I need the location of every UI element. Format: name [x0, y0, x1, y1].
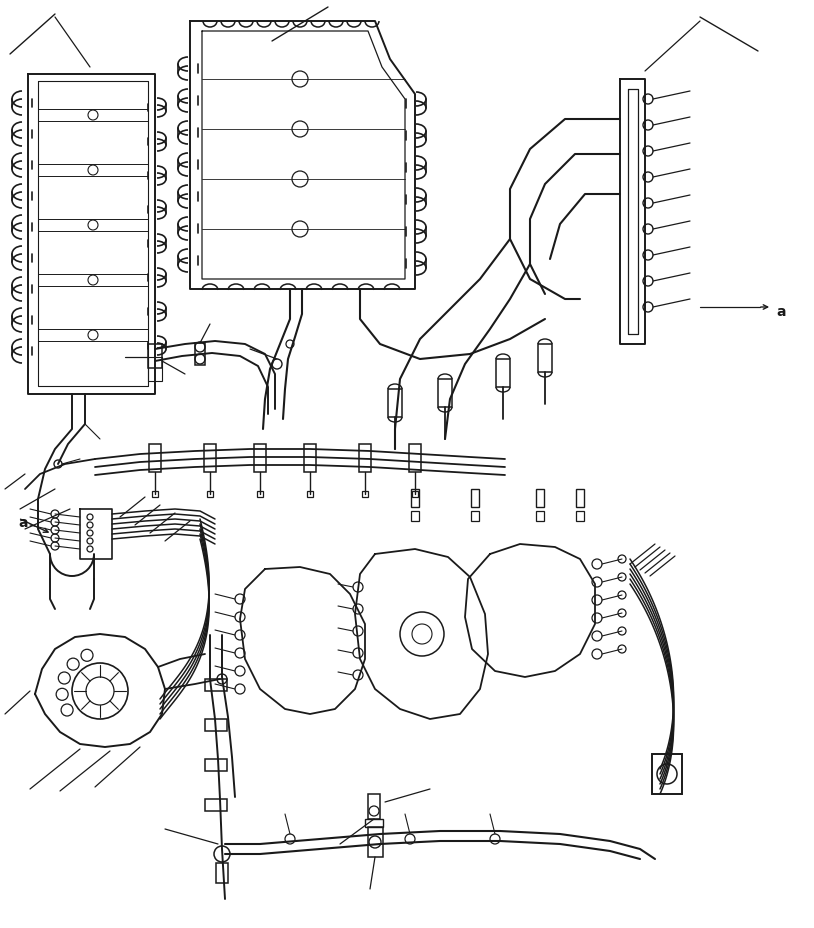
Bar — [205, 719, 227, 731]
Bar — [152, 492, 158, 497]
Bar — [409, 445, 421, 472]
Bar — [195, 343, 205, 366]
Bar — [362, 492, 368, 497]
Bar — [471, 489, 479, 508]
Bar — [148, 344, 162, 368]
Bar — [538, 344, 552, 373]
Bar — [149, 445, 161, 472]
Bar — [204, 445, 216, 472]
Bar — [216, 863, 228, 883]
Bar — [304, 445, 316, 472]
Bar — [207, 492, 213, 497]
Bar — [205, 799, 227, 811]
Bar — [411, 489, 419, 508]
Bar — [496, 360, 510, 388]
Bar — [148, 357, 162, 381]
Bar — [359, 445, 371, 472]
Bar — [368, 827, 383, 857]
Bar — [576, 489, 584, 508]
Text: a: a — [18, 515, 28, 530]
Bar — [307, 492, 313, 497]
Bar — [205, 679, 227, 691]
Bar — [254, 445, 266, 472]
Bar — [576, 511, 584, 522]
Bar — [257, 492, 263, 497]
Bar — [536, 489, 544, 508]
Bar — [205, 759, 227, 771]
Bar — [365, 819, 383, 827]
Bar — [368, 794, 380, 819]
Bar — [388, 390, 402, 418]
Bar — [536, 511, 544, 522]
Bar — [652, 754, 682, 794]
Text: a: a — [776, 304, 786, 318]
Bar — [471, 511, 479, 522]
Bar — [411, 511, 419, 522]
Bar — [412, 492, 418, 497]
Bar — [438, 380, 452, 407]
